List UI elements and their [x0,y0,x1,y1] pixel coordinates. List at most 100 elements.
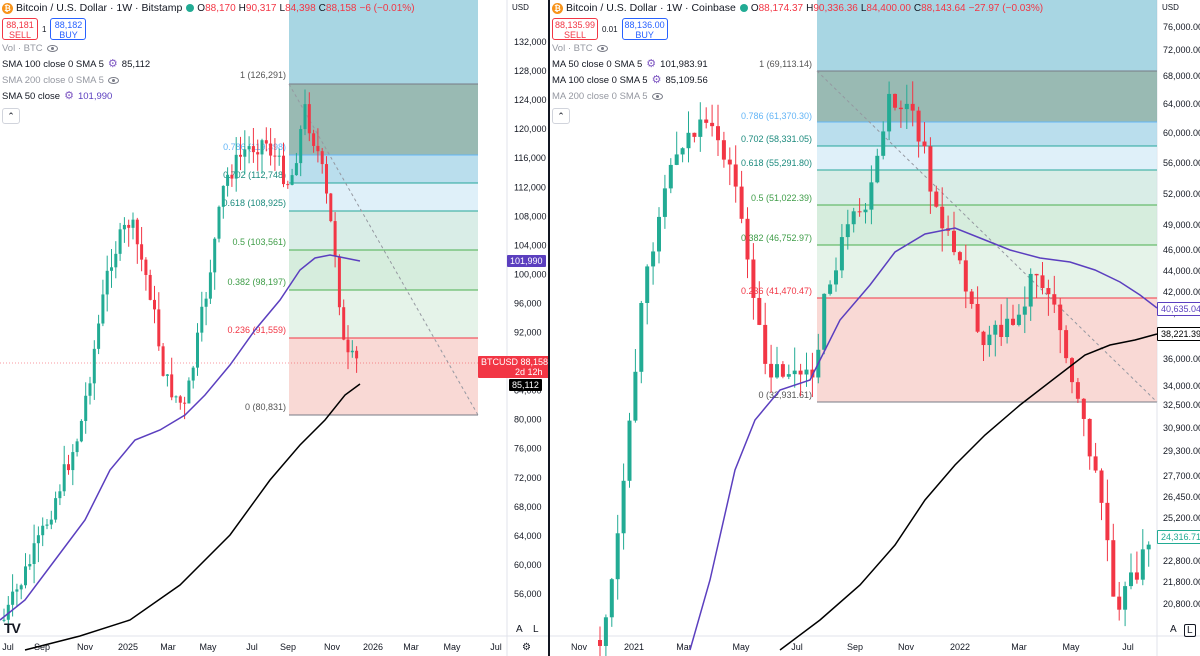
candle [857,211,862,213]
fib-zone-top [817,0,1157,71]
settings-icon[interactable]: ⚙ [64,90,74,102]
indicator-sma100[interactable]: SMA 100 close 0 SMA 5 ⚙ 85,112 [2,58,151,70]
candle [58,491,62,499]
candle [290,175,294,185]
symbol-title[interactable]: Bitcoin / U.S. Dollar · 1W · Coinbase [566,1,736,14]
fib-level-label: 0.236 (41,470.47) [741,286,812,296]
market-open-icon [739,4,748,12]
settings-icon[interactable]: ⚙ [646,58,657,70]
candle [187,380,191,404]
fib-level-label: 0.618 (108,925) [222,198,286,208]
indicator-ma100[interactable]: MA 100 close 0 SMA 5 ⚙ 85,109.56 [552,74,708,86]
buy-button[interactable]: 88,136.00 BUY [621,18,668,40]
price-axis-tick: 56,000 [514,589,542,599]
time-axis-tick: Sep [34,642,50,652]
auto-scale-button[interactable]: A [1170,624,1177,635]
candle [922,141,927,147]
eye-icon[interactable] [107,77,119,84]
chart-canvas-coinbase[interactable]: 76,000.00 72,000.00 68,000.00 64,000.00 60,0… [550,0,1200,656]
time-axis-tick: Nov [77,642,94,652]
candle [6,604,10,620]
price-axis-tick: 124,000 [514,95,547,105]
price-axis-tick: 120,000 [514,124,547,134]
chart-pane-bitstamp[interactable]: 132,000 128,000 124,000 120,000 116,000 112,0… [0,0,548,656]
eye-icon[interactable] [596,45,608,52]
settings-icon[interactable]: ⚙ [651,74,662,86]
log-scale-button[interactable]: L [533,624,539,635]
candle [1105,502,1110,541]
candle [264,140,268,144]
candle [226,174,230,186]
collapse-legend-button[interactable]: ⌃ [552,108,570,124]
candle [1040,275,1045,289]
sell-button[interactable]: 88,181 SELL [2,18,38,40]
candle [140,244,144,260]
candle [993,324,998,335]
candle [893,93,897,108]
candle [615,533,620,580]
candle [680,148,685,155]
currency-label[interactable]: USD [1162,3,1179,12]
chart-canvas-bitstamp[interactable]: 132,000 128,000 124,000 120,000 116,000 112,0… [0,0,548,656]
candle [234,154,238,179]
fib-zone [817,170,1157,205]
price-axis-tick: 29,300.00 [1163,446,1200,456]
indicator-volume[interactable]: Vol · BTC [550,41,1046,56]
eye-icon[interactable] [651,93,663,100]
pane-divider[interactable] [548,0,550,656]
candle [183,402,187,404]
candle [32,543,36,564]
buy-button[interactable]: 88,182 BUY [50,18,87,40]
candle [273,155,277,157]
price-axis-tick: 44,000.00 [1163,266,1200,276]
time-axis-tick: Mar [676,642,692,652]
candle [1016,314,1021,325]
indicator-sma200[interactable]: SMA 200 close 0 SMA 5 [0,73,418,88]
candle [299,129,303,164]
time-axis-tick: 2022 [950,642,970,652]
candle [24,566,27,586]
eye-icon[interactable] [46,45,58,52]
fib-zone-top [289,0,478,84]
price-axis-tick: 132,000 [514,37,547,47]
fib-zone [289,211,478,250]
log-scale-button[interactable]: L [1184,624,1196,637]
chart-pane-coinbase[interactable]: 76,000.00 72,000.00 68,000.00 64,000.00 60,0… [550,0,1200,656]
price-axis-tick: 96,000 [514,298,542,308]
auto-scale-button[interactable]: A [516,624,523,635]
candle [54,498,58,520]
candle [62,464,66,492]
candle [355,350,359,359]
candle [1129,572,1133,587]
indicator-volume[interactable]: Vol · BTC [0,41,418,56]
candle [763,324,768,364]
candle [786,374,791,377]
indicator-ma200[interactable]: MA 200 close 0 SMA 5 [550,89,1046,104]
settings-icon[interactable]: ⚙ [107,58,118,70]
candle [191,367,195,381]
symbol-title[interactable]: Bitcoin / U.S. Dollar · 1W · Bitstamp [16,1,183,14]
candle [325,164,328,194]
candle [1075,382,1080,399]
candle [282,155,285,185]
candle [45,524,49,526]
candle [739,186,744,219]
ohlc-values: O88,174.37 H90,336.36 L84,400.00 C88,143.64… [750,2,1044,14]
price-axis-tick: 80,000 [514,415,542,425]
time-axis-tick: Nov [898,642,915,652]
price-axis-tick: 68,000.00 [1163,71,1200,81]
sma50-line [0,254,361,621]
price-axis-tick: 68,000 [514,502,542,512]
sell-button[interactable]: 88,135.99 SELL [552,18,598,40]
sma100-line [24,383,361,651]
settings-gear-icon[interactable]: ⚙ [522,642,531,653]
candle [704,119,709,123]
candle [320,151,324,165]
fib-zone [817,245,1157,298]
indicator-sma50[interactable]: SMA 50 close ⚙ 101,990 [2,90,113,102]
candle [1022,306,1027,315]
fib-level-label: 0 (32,931.61) [758,390,812,400]
collapse-legend-button[interactable]: ⌃ [2,108,20,124]
indicator-ma50[interactable]: MA 50 close 0 SMA 5 ⚙ 101,983.91 [552,58,708,70]
currency-label[interactable]: USD [512,3,529,12]
